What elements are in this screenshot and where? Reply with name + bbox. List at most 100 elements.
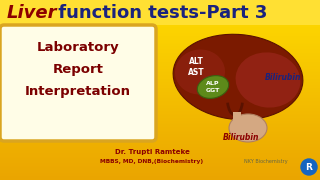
Bar — [0, 175, 320, 176]
Bar — [0, 30, 320, 31]
Bar — [0, 21, 320, 22]
Bar — [0, 135, 320, 136]
Bar — [0, 7, 320, 8]
Bar — [0, 10, 320, 11]
Bar — [0, 86, 320, 87]
Bar — [0, 23, 320, 24]
Bar — [0, 123, 320, 124]
Bar — [0, 109, 320, 110]
Bar — [0, 126, 320, 127]
Bar — [0, 147, 320, 148]
Bar — [0, 71, 320, 72]
Bar — [0, 122, 320, 123]
Bar — [0, 74, 320, 75]
Bar — [0, 38, 320, 39]
Bar — [0, 103, 320, 104]
Bar — [0, 152, 320, 153]
Bar — [0, 174, 320, 175]
Bar — [0, 162, 320, 163]
Text: function tests-Part 3: function tests-Part 3 — [52, 4, 268, 22]
Bar — [0, 132, 320, 133]
Bar — [0, 98, 320, 99]
Bar — [0, 9, 320, 10]
Bar — [0, 129, 320, 130]
Bar — [0, 92, 320, 93]
Bar — [0, 137, 320, 138]
Bar — [0, 99, 320, 100]
Bar — [0, 20, 320, 21]
Bar — [0, 51, 320, 52]
Bar — [0, 101, 320, 102]
Bar — [0, 24, 320, 25]
Bar — [0, 173, 320, 174]
Bar — [0, 113, 320, 114]
Bar — [0, 41, 320, 42]
Bar — [0, 90, 320, 91]
Text: Dr. Trupti Ramteke: Dr. Trupti Ramteke — [115, 149, 189, 155]
Circle shape — [301, 159, 317, 175]
Bar — [0, 170, 320, 171]
Bar — [0, 111, 320, 112]
Bar — [0, 3, 320, 4]
Bar — [0, 42, 320, 43]
Text: ALT
AST: ALT AST — [188, 57, 204, 77]
Bar — [0, 105, 320, 106]
Bar — [0, 139, 320, 140]
Bar — [0, 60, 320, 61]
Bar — [0, 108, 320, 109]
Bar — [0, 133, 320, 134]
Bar — [0, 168, 320, 169]
Ellipse shape — [197, 76, 229, 98]
Bar — [0, 160, 320, 161]
Bar — [0, 59, 320, 60]
Bar — [0, 171, 320, 172]
Bar — [0, 35, 320, 36]
Bar — [0, 127, 320, 128]
Bar — [0, 120, 320, 121]
Bar — [0, 53, 320, 54]
Bar — [0, 119, 320, 120]
Bar — [0, 50, 320, 51]
Bar — [0, 77, 320, 78]
Bar — [0, 13, 320, 14]
Bar — [0, 17, 320, 18]
Bar — [0, 11, 320, 12]
Bar — [0, 143, 320, 144]
Bar — [0, 0, 320, 1]
Bar — [0, 154, 320, 155]
Text: Report: Report — [52, 62, 103, 75]
Bar — [0, 100, 320, 101]
Bar — [0, 87, 320, 88]
Bar — [0, 19, 320, 20]
Bar — [0, 121, 320, 122]
Bar — [0, 140, 320, 141]
Bar — [0, 159, 320, 160]
Bar — [0, 91, 320, 92]
Ellipse shape — [236, 52, 300, 108]
Bar — [0, 85, 320, 86]
Bar — [0, 150, 320, 151]
Bar — [0, 14, 320, 15]
Bar — [0, 158, 320, 159]
Bar — [0, 66, 320, 67]
Bar — [0, 26, 320, 27]
Bar — [0, 15, 320, 16]
Bar — [0, 144, 320, 145]
Bar — [0, 130, 320, 131]
Bar — [0, 117, 320, 118]
Bar — [0, 72, 320, 73]
Text: Bilirubin: Bilirubin — [223, 132, 259, 141]
Bar — [0, 169, 320, 170]
Bar — [0, 18, 320, 19]
Bar — [0, 57, 320, 58]
Text: Interpretation: Interpretation — [25, 84, 131, 98]
Bar — [0, 68, 320, 69]
Bar — [0, 34, 320, 35]
Ellipse shape — [229, 114, 267, 142]
Bar — [0, 1, 320, 2]
Bar — [0, 46, 320, 47]
Bar — [0, 16, 320, 17]
Bar — [0, 112, 320, 113]
Bar — [0, 118, 320, 119]
Bar — [0, 125, 320, 126]
